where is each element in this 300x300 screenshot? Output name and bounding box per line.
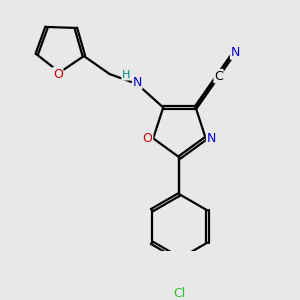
- Text: N: N: [231, 46, 240, 59]
- Text: Cl: Cl: [173, 287, 186, 300]
- Text: O: O: [143, 132, 153, 145]
- Text: H: H: [122, 70, 130, 80]
- Text: C: C: [214, 70, 223, 83]
- Text: O: O: [53, 68, 63, 81]
- Text: N: N: [133, 76, 142, 89]
- Text: N: N: [207, 132, 216, 145]
